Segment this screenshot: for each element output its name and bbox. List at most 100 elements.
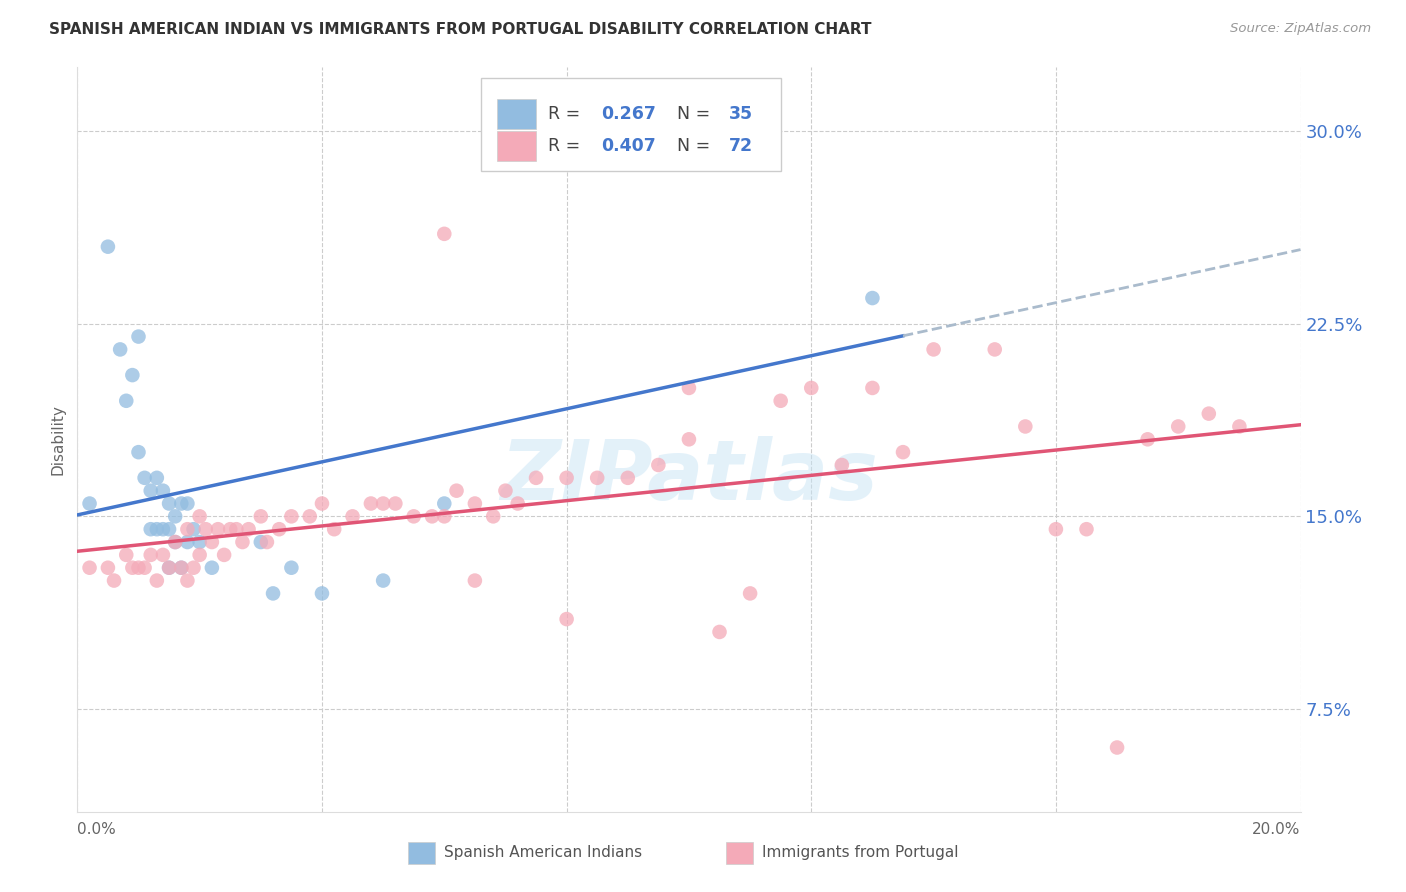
Point xyxy=(207,522,229,536)
Text: 0.267: 0.267 xyxy=(600,105,655,123)
Point xyxy=(891,445,914,459)
Point xyxy=(280,560,302,574)
Point xyxy=(862,291,884,305)
Point xyxy=(524,471,547,485)
Point xyxy=(678,381,700,395)
Point xyxy=(371,574,394,588)
Point xyxy=(188,548,211,562)
Point xyxy=(617,471,640,485)
Point xyxy=(464,574,486,588)
Text: 35: 35 xyxy=(730,105,754,123)
Point xyxy=(121,368,143,383)
Point xyxy=(201,535,224,549)
Point xyxy=(298,509,321,524)
Point xyxy=(170,496,193,510)
Point xyxy=(134,471,156,485)
Point xyxy=(183,560,205,574)
Point xyxy=(384,496,406,510)
Point xyxy=(1167,419,1189,434)
Point xyxy=(769,393,792,408)
Point xyxy=(97,560,120,574)
Point xyxy=(115,548,138,562)
FancyBboxPatch shape xyxy=(481,78,780,171)
Point xyxy=(269,522,291,536)
Text: Immigrants from Portugal: Immigrants from Portugal xyxy=(762,846,959,860)
Point xyxy=(127,445,149,459)
Point xyxy=(371,496,394,510)
Point xyxy=(146,522,169,536)
Point xyxy=(170,560,193,574)
Point xyxy=(108,343,131,357)
FancyBboxPatch shape xyxy=(496,99,536,129)
Point xyxy=(97,240,120,254)
Point xyxy=(1076,522,1098,536)
Point xyxy=(1107,740,1129,755)
Point xyxy=(188,535,211,549)
Point xyxy=(194,522,217,536)
Point xyxy=(555,471,578,485)
Text: SPANISH AMERICAN INDIAN VS IMMIGRANTS FROM PORTUGAL DISABILITY CORRELATION CHART: SPANISH AMERICAN INDIAN VS IMMIGRANTS FR… xyxy=(49,22,872,37)
Point xyxy=(79,560,101,574)
Point xyxy=(139,548,162,562)
Point xyxy=(225,522,247,536)
Point xyxy=(152,548,174,562)
Point xyxy=(103,574,125,588)
Point xyxy=(188,509,211,524)
Point xyxy=(134,560,156,574)
Text: N =: N = xyxy=(676,105,716,123)
Point xyxy=(831,458,853,472)
Text: Source: ZipAtlas.com: Source: ZipAtlas.com xyxy=(1230,22,1371,36)
Text: R =: R = xyxy=(548,137,586,155)
Point xyxy=(79,496,101,510)
Point xyxy=(115,393,138,408)
Point xyxy=(1014,419,1036,434)
Point xyxy=(1229,419,1251,434)
Point xyxy=(152,483,174,498)
Point xyxy=(311,586,333,600)
Point xyxy=(157,522,180,536)
Point xyxy=(740,586,762,600)
Point xyxy=(152,522,174,536)
Point xyxy=(176,496,198,510)
Point xyxy=(402,509,425,524)
Point xyxy=(176,535,198,549)
Point xyxy=(231,535,253,549)
Point xyxy=(127,329,149,343)
Point xyxy=(506,496,529,510)
Point xyxy=(482,509,505,524)
Point xyxy=(433,227,456,241)
Point xyxy=(342,509,364,524)
Point xyxy=(250,535,273,549)
Point xyxy=(555,612,578,626)
Point xyxy=(250,509,273,524)
Y-axis label: Disability: Disability xyxy=(51,404,66,475)
Point xyxy=(238,522,260,536)
Point xyxy=(256,535,278,549)
Point xyxy=(464,496,486,510)
FancyBboxPatch shape xyxy=(725,841,752,863)
Point xyxy=(170,560,193,574)
Point xyxy=(311,496,333,510)
Text: Spanish American Indians: Spanish American Indians xyxy=(444,846,643,860)
Point xyxy=(922,343,945,357)
Point xyxy=(586,471,609,485)
Point xyxy=(862,381,884,395)
Point xyxy=(647,458,669,472)
Point xyxy=(323,522,346,536)
Point xyxy=(121,560,143,574)
Point xyxy=(280,509,302,524)
Point xyxy=(183,522,205,536)
Point xyxy=(139,483,162,498)
Point xyxy=(165,535,187,549)
Point xyxy=(157,560,180,574)
Text: 0.0%: 0.0% xyxy=(77,822,117,837)
Point xyxy=(984,343,1007,357)
Point xyxy=(219,522,242,536)
Text: 72: 72 xyxy=(730,137,754,155)
Point xyxy=(420,509,443,524)
Text: 0.407: 0.407 xyxy=(600,137,655,155)
Point xyxy=(800,381,823,395)
Point xyxy=(433,496,456,510)
FancyBboxPatch shape xyxy=(408,841,434,863)
Point xyxy=(139,522,162,536)
